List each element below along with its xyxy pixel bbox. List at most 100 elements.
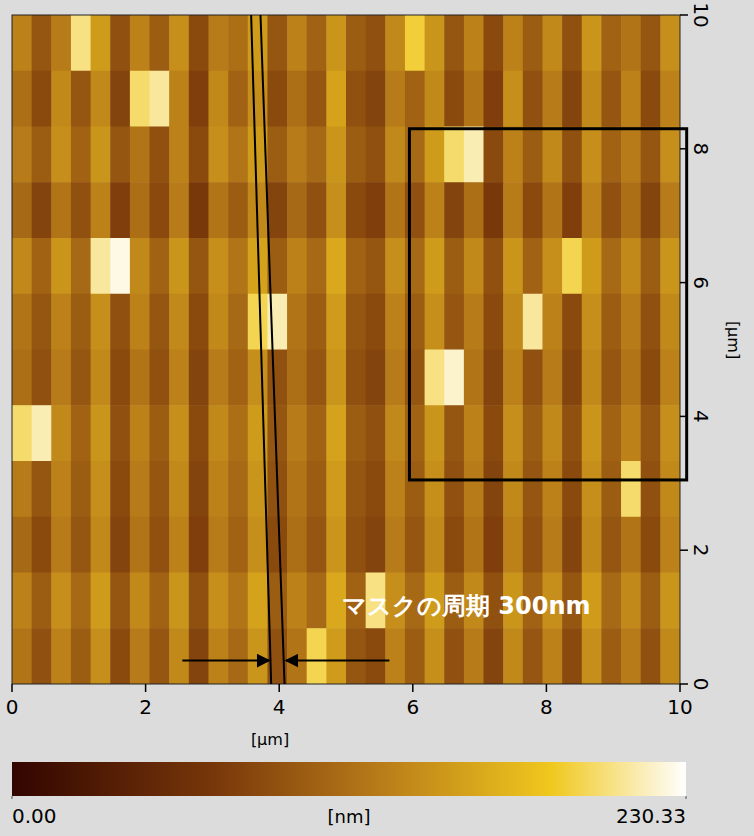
cell	[267, 350, 287, 406]
colorbar-title: [nm]	[328, 806, 371, 827]
cell	[228, 294, 248, 350]
cell	[641, 182, 661, 238]
cell	[307, 294, 327, 350]
cell	[71, 517, 91, 573]
cell	[91, 628, 111, 684]
cell	[169, 350, 189, 406]
cell	[51, 628, 71, 684]
cell	[71, 15, 91, 71]
cell	[12, 350, 32, 406]
cell	[228, 15, 248, 71]
cell	[503, 15, 523, 71]
cell	[130, 628, 150, 684]
cell	[641, 238, 661, 294]
cell	[51, 405, 71, 461]
cell	[326, 182, 346, 238]
cell	[464, 350, 484, 406]
cell	[208, 573, 228, 629]
cell	[425, 628, 445, 684]
cell	[562, 71, 582, 127]
cell	[12, 182, 32, 238]
cell	[503, 517, 523, 573]
cell	[130, 517, 150, 573]
cell	[542, 182, 562, 238]
cell	[503, 238, 523, 294]
cell	[326, 350, 346, 406]
cell	[91, 573, 111, 629]
y-tick-label: 10	[689, 2, 713, 27]
cell	[110, 628, 130, 684]
cell	[208, 294, 228, 350]
cell	[169, 71, 189, 127]
cell	[562, 15, 582, 71]
cell	[326, 628, 346, 684]
x-tick-label: 6	[406, 695, 419, 719]
cell	[484, 71, 504, 127]
cell	[366, 350, 386, 406]
cell	[169, 127, 189, 183]
cell	[51, 517, 71, 573]
cell	[405, 71, 425, 127]
cell	[562, 405, 582, 461]
cell	[91, 517, 111, 573]
cell	[307, 350, 327, 406]
period-line	[260, 15, 284, 684]
cell	[601, 573, 621, 629]
cells	[12, 15, 680, 684]
cell	[582, 15, 602, 71]
cell	[110, 238, 130, 294]
cell	[71, 350, 91, 406]
cell	[130, 15, 150, 71]
cell	[248, 628, 268, 684]
cell	[110, 127, 130, 183]
cell	[542, 461, 562, 517]
cell	[346, 15, 366, 71]
cell	[110, 294, 130, 350]
cell	[425, 517, 445, 573]
cell	[228, 182, 248, 238]
cell	[169, 15, 189, 71]
cell	[503, 628, 523, 684]
x-tick	[278, 684, 280, 692]
cell	[326, 294, 346, 350]
x-tick-label: 2	[139, 695, 152, 719]
cell	[307, 238, 327, 294]
cell	[307, 127, 327, 183]
cell	[189, 15, 209, 71]
cell	[12, 71, 32, 127]
cell	[385, 517, 405, 573]
y-tick	[680, 14, 688, 16]
cell	[189, 461, 209, 517]
cell	[346, 628, 366, 684]
cell	[444, 628, 464, 684]
cell	[385, 127, 405, 183]
cell	[150, 182, 170, 238]
cell	[51, 461, 71, 517]
cell	[169, 461, 189, 517]
cell	[660, 628, 680, 684]
cell	[307, 573, 327, 629]
cell	[169, 628, 189, 684]
cell	[523, 628, 543, 684]
cell	[425, 127, 445, 183]
cell	[444, 71, 464, 127]
cell	[287, 628, 307, 684]
cell	[150, 294, 170, 350]
cell	[464, 127, 484, 183]
cell	[601, 628, 621, 684]
cell	[425, 71, 445, 127]
cell	[287, 294, 307, 350]
cell	[601, 517, 621, 573]
cell	[660, 461, 680, 517]
cell	[366, 238, 386, 294]
cell	[32, 294, 52, 350]
cell	[484, 350, 504, 406]
cell	[307, 517, 327, 573]
cell	[169, 517, 189, 573]
cell	[562, 127, 582, 183]
cell	[130, 127, 150, 183]
cell	[110, 15, 130, 71]
cell	[267, 182, 287, 238]
colorbar-tick-label: 0.00	[12, 804, 57, 828]
cell	[562, 461, 582, 517]
